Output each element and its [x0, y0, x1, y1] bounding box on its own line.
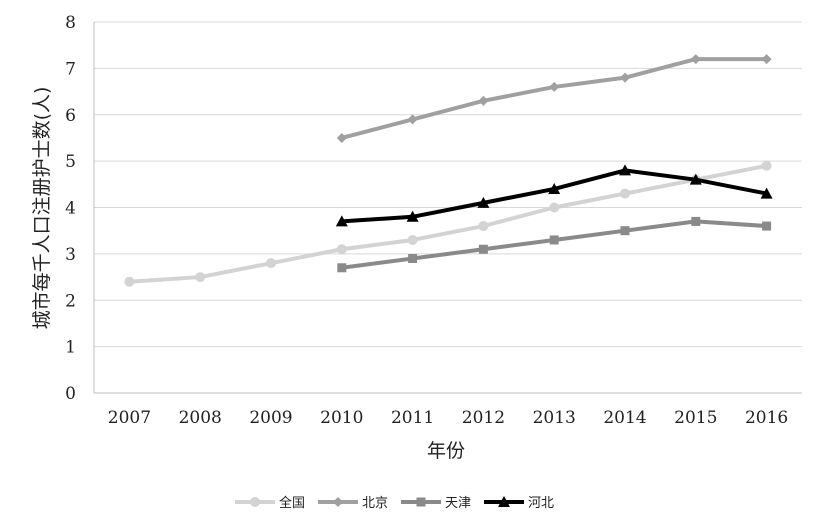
legend-label: 河北 [528, 496, 554, 511]
data-point [549, 82, 559, 92]
y-tick-label: 8 [65, 13, 76, 33]
x-tick-label: 2011 [391, 408, 434, 428]
series-2 [337, 217, 771, 272]
y-tick-label: 3 [65, 245, 76, 265]
data-point [762, 54, 772, 64]
series-line [342, 221, 767, 267]
legend-label: 全国 [279, 495, 305, 511]
y-tick-label: 7 [65, 59, 76, 79]
data-point [408, 235, 418, 245]
legend: 全国 北京 天津 河北 [235, 495, 554, 511]
series-line [342, 59, 767, 138]
data-point [337, 133, 347, 143]
legend-marker [417, 498, 426, 507]
x-tick-label: 2014 [603, 408, 646, 428]
series-1 [337, 54, 772, 143]
y-tick-label: 4 [65, 199, 76, 219]
x-tick-labels: 2007 2008 2009 2010 2011 2012 2013 2014 2015 2016 [108, 408, 788, 428]
y-tick-label: 1 [65, 338, 76, 358]
data-point [691, 217, 700, 226]
y-tick-label: 6 [65, 106, 76, 126]
data-point [478, 221, 488, 231]
data-point [549, 203, 559, 213]
x-tick-label: 2007 [108, 408, 151, 428]
x-tick-label: 2015 [674, 408, 717, 428]
x-tick-label: 2009 [249, 408, 292, 428]
y-tick-labels: 0 1 2 3 4 5 6 7 8 [65, 13, 76, 404]
y-tick-label: 0 [65, 384, 76, 404]
y-tick-label: 2 [65, 291, 76, 311]
x-tick-label: 2013 [533, 408, 576, 428]
data-point [124, 277, 134, 287]
x-axis-title: 年份 [427, 440, 465, 462]
data-point [266, 258, 276, 268]
data-point [550, 235, 559, 244]
data-point [621, 226, 630, 235]
data-point [762, 222, 771, 231]
data-point [691, 54, 701, 64]
data-point [478, 96, 488, 106]
data-point [337, 244, 347, 254]
legend-label: 天津 [445, 496, 471, 511]
data-point [620, 73, 630, 83]
series-lines [124, 54, 772, 287]
data-point [620, 189, 630, 199]
data-point [408, 254, 417, 263]
x-tick-label: 2010 [320, 408, 363, 428]
x-tick-label: 2012 [462, 408, 505, 428]
x-tick-label: 2008 [179, 408, 222, 428]
x-tick-label: 2016 [745, 408, 788, 428]
data-point [479, 245, 488, 254]
legend-marker [333, 497, 343, 507]
y-axis-title: 城市每千人口注册护士数(人) [31, 87, 53, 330]
data-point [337, 263, 346, 272]
y-tick-label: 5 [65, 152, 76, 172]
legend-label: 北京 [362, 496, 388, 511]
data-point [408, 114, 418, 124]
legend-marker [250, 497, 260, 507]
data-point [762, 161, 772, 171]
series-3 [336, 164, 773, 226]
data-point [195, 272, 205, 282]
